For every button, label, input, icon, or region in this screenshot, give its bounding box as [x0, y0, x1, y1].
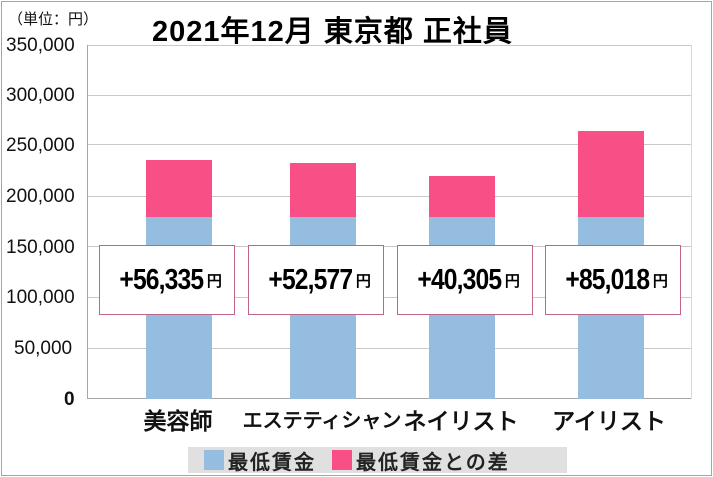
difference-value: +56,335 [119, 263, 205, 296]
unit-label: （単位：円） [8, 11, 99, 28]
legend-swatch-icon [332, 450, 352, 470]
x-axis-line [88, 398, 691, 399]
gridline [88, 196, 691, 197]
difference-value: +52,577 [268, 263, 354, 296]
legend-item-min-wage: 最低賃金 [204, 446, 316, 475]
gridline [88, 246, 691, 247]
legend-swatch-icon [204, 450, 224, 470]
legend: 最低賃金 最低賃金との差 [188, 446, 567, 475]
legend-label: 最低賃金 [228, 451, 316, 474]
chart-title: 2021年12月 東京都 正社員 [152, 16, 513, 48]
y-tick: 50,000 [14, 338, 73, 359]
y-tick: 300,000 [6, 85, 75, 106]
gridline [88, 95, 691, 96]
legend-item-difference: 最低賃金との差 [332, 446, 510, 475]
x-category: エステティシャン [242, 410, 402, 432]
x-category: 美容師 [143, 408, 213, 434]
yen-suffix: 円 [504, 272, 520, 290]
x-category: ネイリスト [403, 408, 519, 434]
x-category: アイリスト [552, 408, 666, 434]
legend-label: 最低賃金との差 [356, 451, 510, 474]
bar-segment-difference [578, 130, 644, 217]
difference-label: +56,335 円 [99, 245, 235, 315]
y-tick: 350,000 [6, 35, 75, 56]
gridline [88, 45, 691, 46]
bar-segment-difference [429, 175, 495, 217]
gridline [88, 348, 691, 349]
y-tick: 150,000 [6, 237, 75, 258]
yen-suffix: 円 [206, 272, 222, 290]
y-tick: 100,000 [6, 287, 75, 308]
difference-label: +85,018 円 [545, 245, 681, 315]
difference-value: +40,305 [417, 263, 503, 296]
y-tick: 200,000 [6, 186, 75, 207]
bar-segment-difference [146, 159, 212, 217]
y-tick: 250,000 [6, 135, 75, 156]
gridline [88, 144, 691, 145]
gridline [88, 297, 691, 298]
yen-suffix: 円 [355, 272, 371, 290]
plot-area [87, 45, 692, 399]
y-tick: 0 [64, 389, 75, 410]
bar-segment-difference [290, 163, 356, 217]
difference-label: +52,577 円 [248, 245, 384, 315]
yen-suffix: 円 [652, 272, 668, 290]
difference-label: +40,305 円 [397, 245, 533, 315]
difference-value: +85,018 [565, 263, 651, 296]
